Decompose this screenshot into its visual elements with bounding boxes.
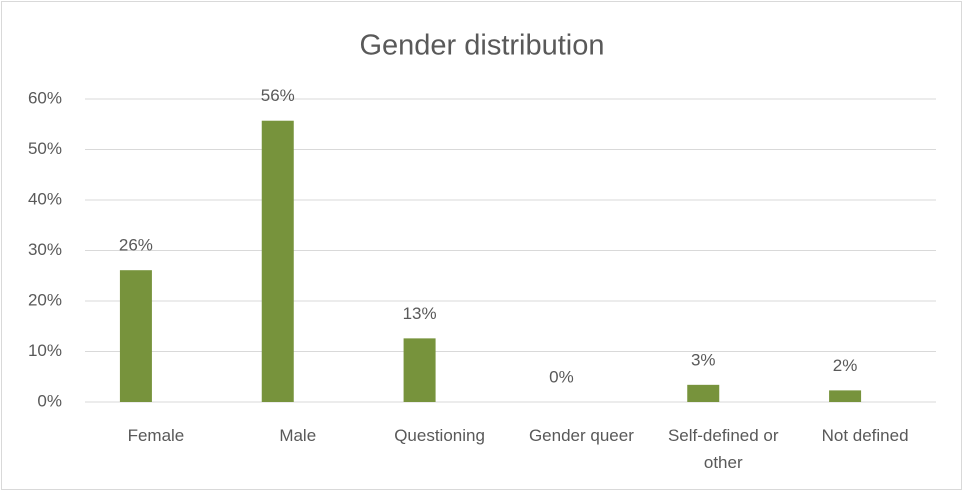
x-tick-label: Not defined [821,426,909,445]
x-tick-label: Female [127,426,185,445]
chart-title: Gender distribution [359,30,604,62]
y-tick-label: 10% [28,341,62,360]
bar [403,338,436,402]
y-tick-label: 20% [28,290,62,309]
data-label: 26% [119,236,153,255]
y-tick-label: 0% [37,391,62,410]
data-label: 2% [833,356,858,375]
y-tick-label: 50% [28,139,62,158]
bar [829,390,862,402]
data-label: 13% [403,304,437,323]
bar [119,270,152,402]
x-tick-label: Questioning [394,426,485,445]
x-tick-label: Male [279,426,317,445]
bar [261,120,294,402]
bar [687,384,720,402]
data-label: 0% [549,367,574,386]
data-label: 3% [691,350,716,369]
y-tick-label: 60% [28,88,62,107]
y-tick-label: 30% [28,240,62,259]
x-tick-label: Gender queer [528,426,634,445]
x-tick-label: Self-defined or other [667,426,779,472]
data-label: 56% [261,86,295,105]
y-tick-label: 40% [28,189,62,208]
